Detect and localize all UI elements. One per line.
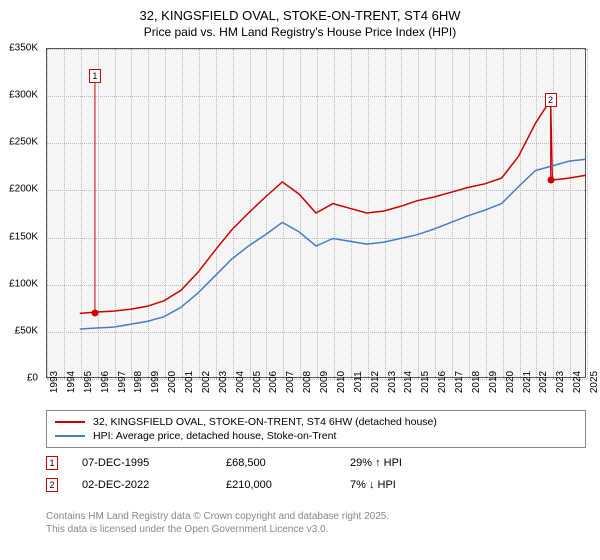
transaction-date: 02-DEC-2022 — [82, 479, 202, 491]
price-marker-dot — [547, 177, 554, 184]
y-axis-label: £200K — [9, 184, 38, 195]
legend-label: 32, KINGSFIELD OVAL, STOKE-ON-TRENT, ST4… — [93, 416, 437, 428]
transaction-date: 07-DEC-1995 — [82, 457, 202, 469]
legend-swatch — [55, 421, 85, 423]
chart-lines — [46, 48, 586, 378]
y-axis-label: £150K — [9, 231, 38, 242]
x-axis-label: 2013 — [387, 371, 398, 393]
chart-title: 32, KINGSFIELD OVAL, STOKE-ON-TRENT, ST4… — [0, 0, 600, 23]
transaction-row: 1 07-DEC-1995 £68,500 29% ↑ HPI — [46, 452, 402, 474]
x-axis-label: 2003 — [218, 371, 229, 393]
footer-attribution: Contains HM Land Registry data © Crown c… — [46, 510, 389, 536]
x-axis-label: 2001 — [184, 371, 195, 393]
y-axis-label: £0 — [27, 373, 38, 384]
transaction-delta: 7% ↓ HPI — [350, 479, 396, 491]
chart-subtitle: Price paid vs. HM Land Registry's House … — [0, 23, 600, 45]
footer-line-1: Contains HM Land Registry data © Crown c… — [46, 510, 389, 523]
legend-item: 32, KINGSFIELD OVAL, STOKE-ON-TRENT, ST4… — [55, 415, 577, 429]
x-axis-label: 2006 — [268, 371, 279, 393]
x-axis-label: 2023 — [555, 371, 566, 393]
legend-label: HPI: Average price, detached house, Stok… — [93, 430, 336, 442]
x-axis-label: 2022 — [538, 371, 549, 393]
x-axis-label: 2020 — [505, 371, 516, 393]
x-axis-label: 2009 — [319, 371, 330, 393]
chart-area: £0£50K£100K£150K£200K£250K£300K£350K1993… — [46, 48, 586, 378]
y-axis-label: £100K — [9, 278, 38, 289]
x-axis-label: 2011 — [353, 371, 364, 393]
x-axis-label: 2012 — [370, 371, 381, 393]
x-axis-label: 2002 — [201, 371, 212, 393]
x-axis-label: 1993 — [49, 371, 60, 393]
x-axis-label: 2004 — [235, 371, 246, 393]
x-axis-label: 1996 — [100, 371, 111, 393]
x-axis-label: 1998 — [133, 371, 144, 393]
y-axis-label: £350K — [9, 43, 38, 54]
x-axis-label: 2025 — [589, 371, 600, 393]
x-axis-label: 1997 — [117, 371, 128, 393]
transaction-price: £68,500 — [226, 457, 326, 469]
x-axis-label: 2016 — [437, 371, 448, 393]
x-axis-label: 1994 — [66, 371, 77, 393]
footer-line-2: This data is licensed under the Open Gov… — [46, 523, 389, 536]
transaction-marker: 1 — [46, 456, 58, 470]
y-axis-label: £250K — [9, 137, 38, 148]
transaction-table: 1 07-DEC-1995 £68,500 29% ↑ HPI 2 02-DEC-2022… — [46, 452, 402, 496]
x-axis-label: 1995 — [83, 371, 94, 393]
x-axis-label: 2015 — [420, 371, 431, 393]
x-axis-label: 2017 — [454, 371, 465, 393]
price-marker-box: 2 — [545, 93, 557, 107]
transaction-delta: 29% ↑ HPI — [350, 457, 402, 469]
transaction-marker: 2 — [46, 478, 58, 492]
x-axis-label: 2008 — [302, 371, 313, 393]
x-axis-label: 2010 — [336, 371, 347, 393]
legend: 32, KINGSFIELD OVAL, STOKE-ON-TRENT, ST4… — [46, 410, 586, 448]
x-axis-label: 2000 — [167, 371, 178, 393]
price-marker-dot — [91, 310, 98, 317]
x-axis-label: 2007 — [285, 371, 296, 393]
x-axis-label: 2018 — [471, 371, 482, 393]
legend-swatch — [55, 435, 85, 437]
transaction-row: 2 02-DEC-2022 £210,000 7% ↓ HPI — [46, 474, 402, 496]
y-axis-label: £50K — [15, 325, 38, 336]
price-marker-box: 1 — [89, 69, 101, 83]
x-axis-label: 2005 — [252, 371, 263, 393]
y-axis-label: £300K — [9, 90, 38, 101]
legend-item: HPI: Average price, detached house, Stok… — [55, 429, 577, 443]
transaction-price: £210,000 — [226, 479, 326, 491]
x-axis-label: 2021 — [522, 371, 533, 393]
x-axis-label: 1999 — [150, 371, 161, 393]
x-axis-label: 2024 — [572, 371, 583, 393]
x-axis-label: 2019 — [488, 371, 499, 393]
x-axis-label: 2014 — [403, 371, 414, 393]
